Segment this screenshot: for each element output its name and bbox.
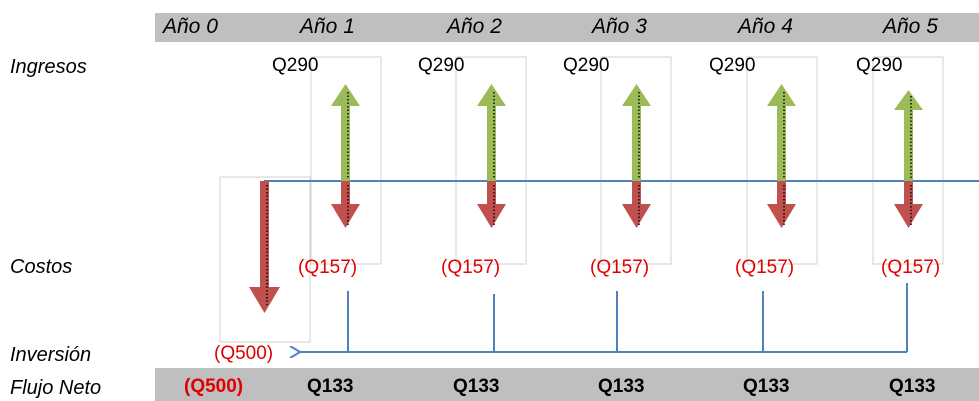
year-header-0: Año 0 <box>163 15 218 38</box>
cost-value-year-4: (Q157) <box>735 257 795 278</box>
income-arrow-year-3 <box>622 84 651 181</box>
income-value-year-4: Q290 <box>709 55 756 76</box>
year-header-2: Año 2 <box>447 15 502 38</box>
frame-year-5 <box>872 56 944 265</box>
cost-arrow-year-2 <box>477 181 506 228</box>
cost-arrow-year-5 <box>894 181 923 228</box>
income-arrow-year-4 <box>767 84 796 181</box>
cost-value-year-2: (Q157) <box>441 257 501 278</box>
frame-year-3 <box>600 56 672 265</box>
net-flow-year-2: Q133 <box>453 376 500 397</box>
year-header-band <box>155 13 979 42</box>
year-header-3: Año 3 <box>592 15 647 38</box>
year-header-1: Año 1 <box>300 15 355 38</box>
frame-year-1 <box>310 56 382 265</box>
income-value-year-5: Q290 <box>856 55 903 76</box>
cost-arrows <box>331 181 923 228</box>
income-arrow-year-2 <box>477 84 506 181</box>
row-label-ingresos: Ingresos <box>10 56 87 78</box>
income-value-year-2: Q290 <box>418 55 465 76</box>
net-flow-year-5: Q133 <box>889 376 936 397</box>
net-flow-band <box>155 368 979 401</box>
net-connectors <box>347 283 908 352</box>
income-arrow-year-1 <box>331 84 360 181</box>
net-flow-year-3: Q133 <box>598 376 645 397</box>
net-flow-year-0: (Q500) <box>184 376 244 397</box>
year-header-5: Año 5 <box>883 15 938 38</box>
net-flow-year-4: Q133 <box>743 376 790 397</box>
cost-arrow-year-4 <box>767 181 796 228</box>
income-value-year-1: Q290 <box>272 55 319 76</box>
frame-year-2 <box>455 56 527 265</box>
arrow-frames <box>219 56 944 343</box>
income-arrow-year-5 <box>894 90 923 181</box>
cost-value-year-1: (Q157) <box>298 257 358 278</box>
income-arrows <box>331 84 923 181</box>
net-flow-year-1: Q133 <box>307 376 354 397</box>
cost-arrow-year-3 <box>622 181 651 228</box>
row-label-inversion: Inversión <box>10 344 92 366</box>
income-value-year-3: Q290 <box>563 55 610 76</box>
cost-value-year-3: (Q157) <box>590 257 650 278</box>
cost-value-year-5: (Q157) <box>881 257 941 278</box>
cost-arrow-year-1 <box>331 181 360 228</box>
year-header-4: Año 4 <box>738 15 793 38</box>
investment-arrow <box>249 181 280 313</box>
investment-value: (Q500) <box>214 343 274 364</box>
frame-year-0 <box>219 176 311 343</box>
row-label-flujo-neto: Flujo Neto <box>10 377 102 399</box>
row-label-costos: Costos <box>10 256 73 278</box>
frame-year-4 <box>746 56 818 265</box>
